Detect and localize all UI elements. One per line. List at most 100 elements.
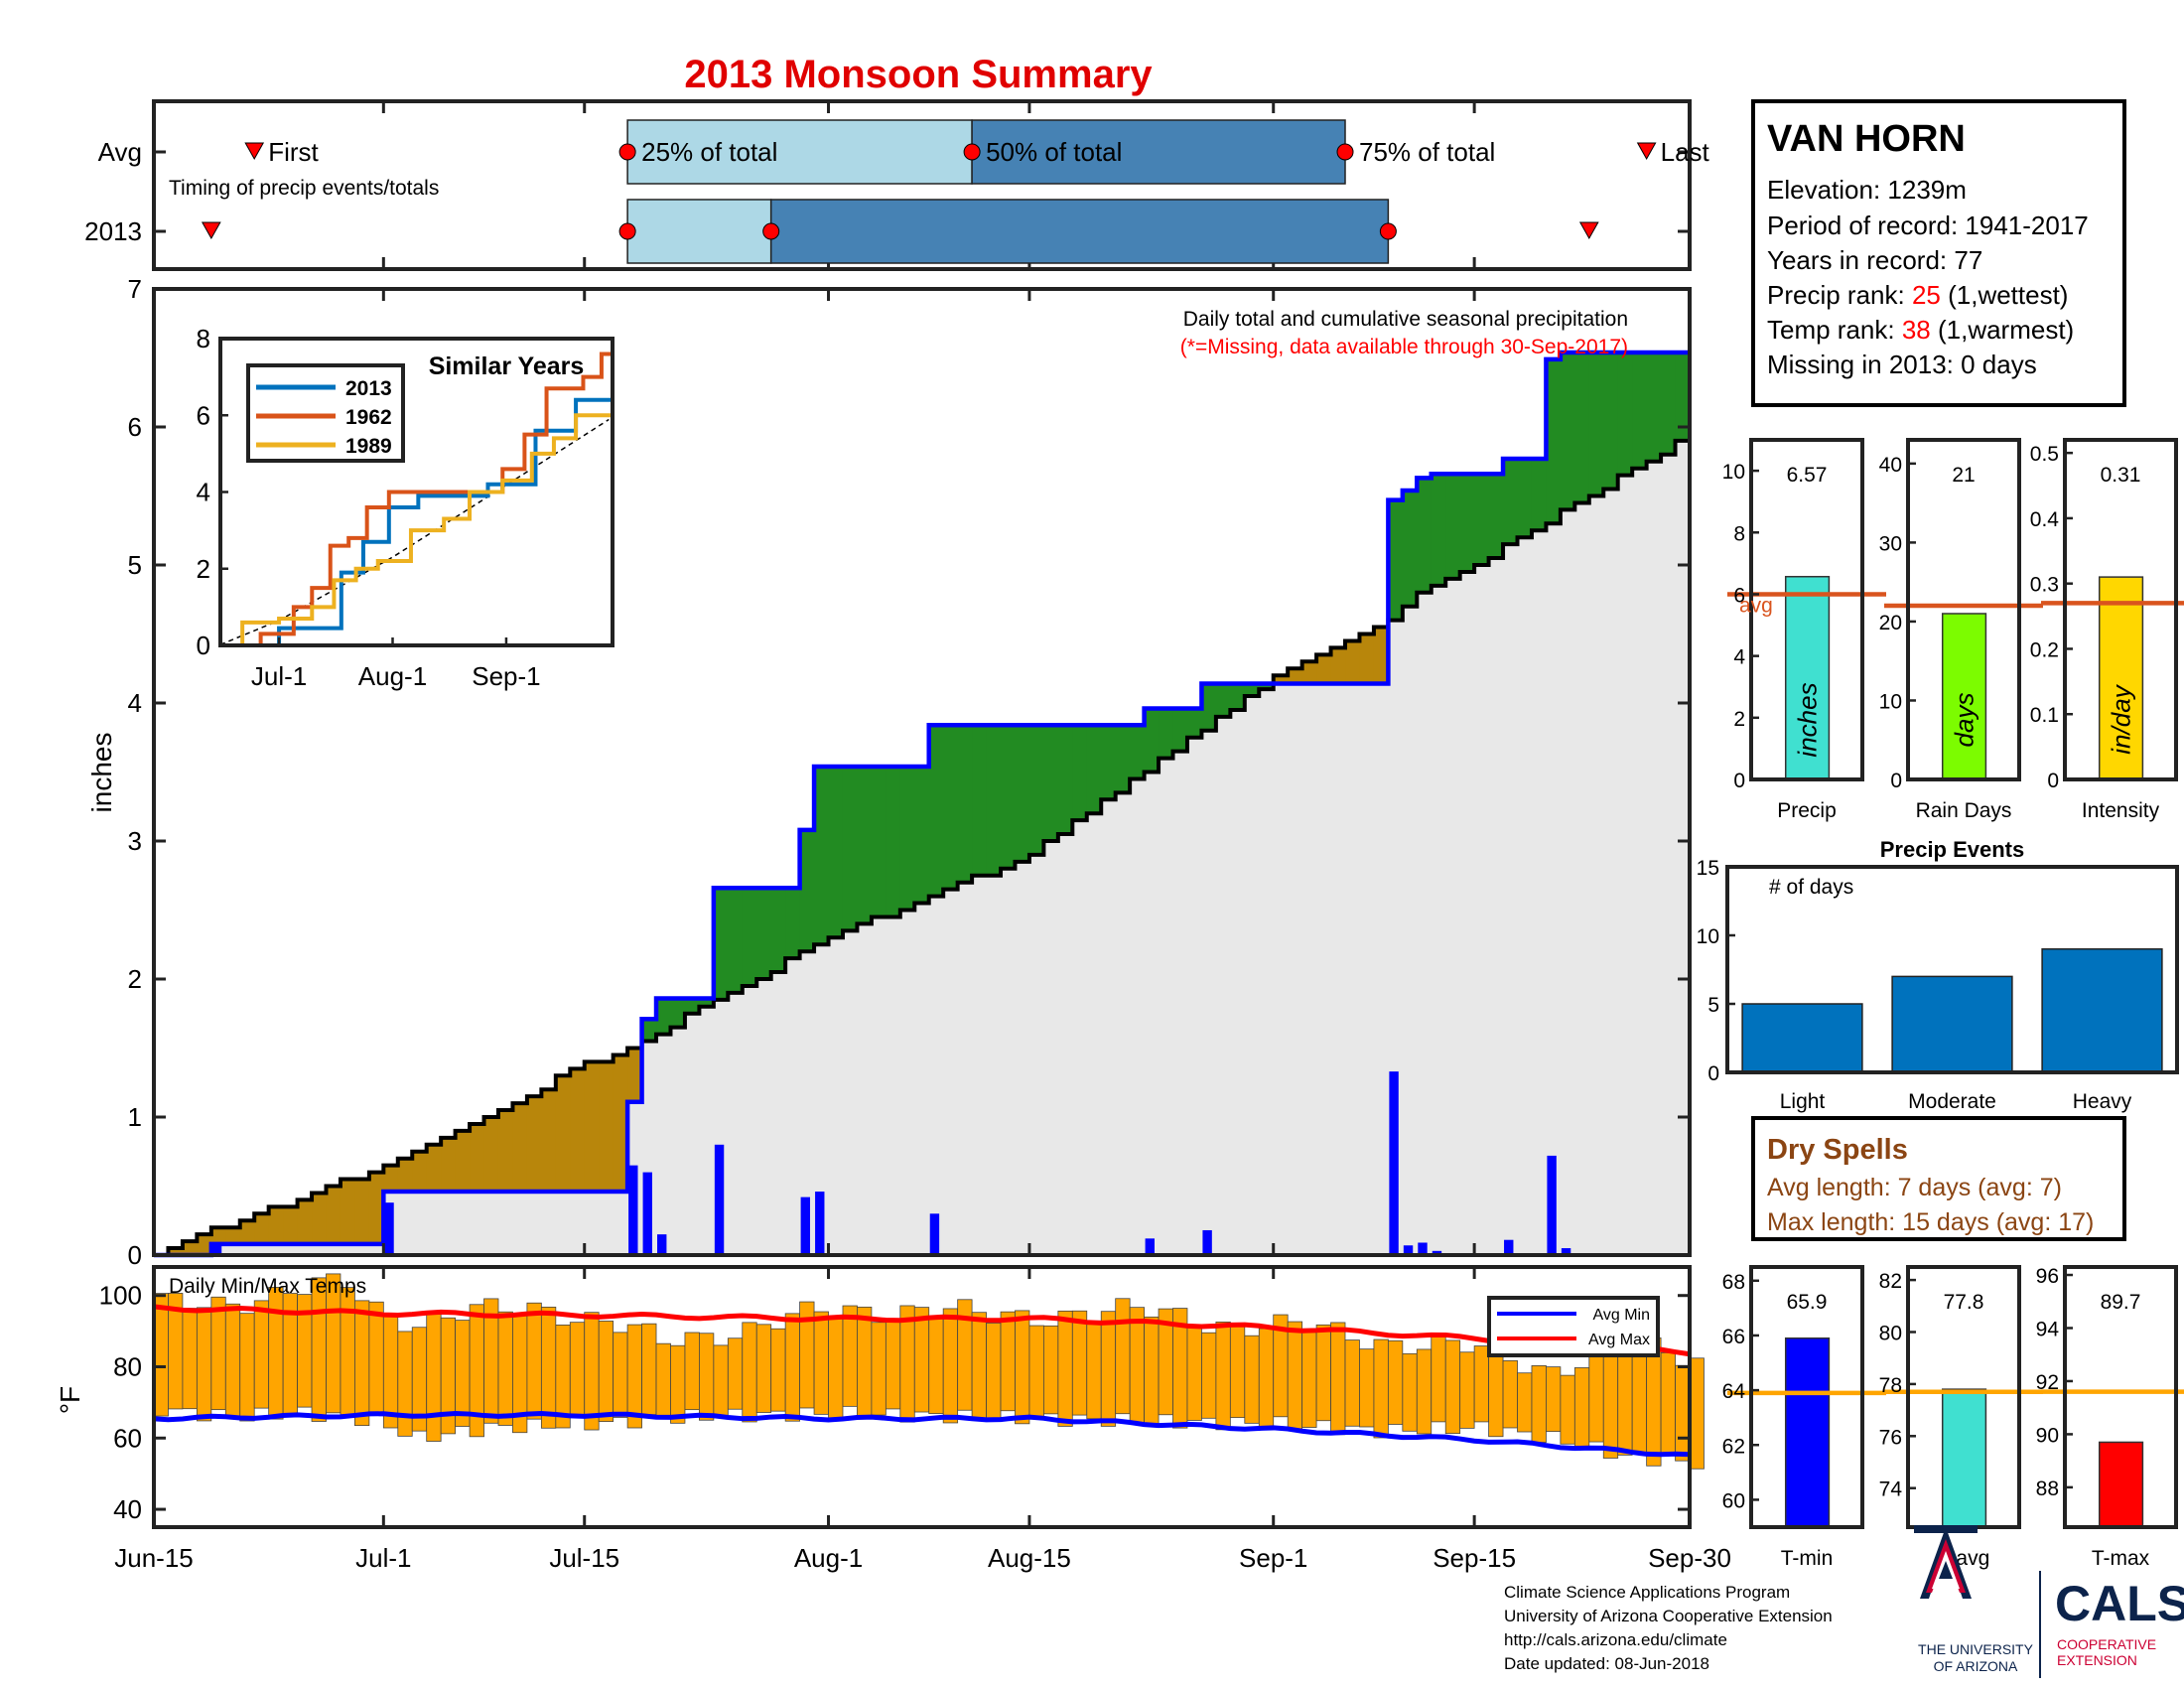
summary-bar-T-avg [1941,1388,1987,1528]
daily-temp-bar [1631,1343,1648,1454]
date-xtick-label: Sep-1 [1239,1543,1307,1573]
daily-temp-bar [727,1337,744,1410]
daily-temp-bar [1588,1346,1604,1443]
summary-unit-label: inches [1793,682,1823,757]
daily-precip-bar [628,1165,638,1255]
daily-temp-bar [1287,1321,1303,1430]
daily-temp-bar [670,1344,686,1424]
daily-temp-bar [526,1302,542,1420]
daily-temp-bar [942,1308,959,1424]
temps-legend-box [1487,1296,1660,1357]
timing-box-50-75 [971,119,1346,185]
daily-precip-bar [642,1172,652,1255]
below-average-area [340,1179,356,1244]
timing-label-25: 25% of total [641,137,777,167]
summary-ytick-label: 6 [1733,584,1745,607]
summary-ytick-label: 96 [2036,1265,2059,1288]
above-average-area [742,888,757,986]
below-average-area [1345,640,1361,684]
daily-temp-bar [770,1328,786,1412]
event-bar-Heavy [2041,948,2163,1073]
below-average-area [627,1048,643,1102]
daily-precip-bar [1202,1229,1212,1255]
event-bar-Light [1741,1003,1863,1073]
above-average-area [857,766,873,924]
daily-temp-bar [1573,1367,1590,1450]
daily-temp-bar [268,1287,284,1420]
summary-ytick-label: 64 [1722,1380,1746,1403]
daily-temp-bar [1201,1332,1217,1419]
daily-temp-bar [1100,1311,1117,1427]
above-average-area [756,888,772,979]
above-average-area [1402,490,1418,607]
below-average-area [570,1068,586,1193]
summary-ytick-label: 10 [1722,461,1745,484]
temps-ytick-label: 40 [113,1494,142,1524]
daily-temp-bar [1387,1339,1404,1425]
daily-temp-bar [871,1322,887,1416]
daily-precip-bar [211,1243,222,1255]
station-info-box: VAN HORN Elevation: 1239m Period of reco… [1751,99,2126,407]
below-average-area [1288,668,1303,684]
dry-spells-box: Dry Spells Avg length: 7 days (avg: 7) M… [1751,1116,2126,1241]
ua-logo: A THE UNIVERSITY OF ARIZONA [1914,1525,2034,1674]
above-average-area [1675,352,1691,441]
cals-logo: CALS COOPERATIVE EXTENSION [2055,1576,2184,1668]
daily-temp-bar [813,1311,829,1415]
summary-avg-text: avg [1739,594,1773,617]
summary-value-label: 0.31 [2101,464,2141,487]
summary-unit-label: days [1950,693,1979,748]
above-average-area [814,766,830,945]
timing-box-25-50 [626,119,973,185]
summary-panel-frame [1749,1265,1864,1529]
daily-temp-bar [1459,1351,1475,1429]
summary-category-label: T-min [1781,1547,1834,1570]
daily-precip-bar [815,1192,825,1255]
daily-temp-bar [1330,1322,1346,1436]
first-last-marker [1578,221,1599,240]
legend-avg-max-label: Avg Max [1588,1332,1650,1348]
daily-temp-bar [641,1323,657,1416]
daily-temp-bar [885,1320,901,1410]
station-elevation: Elevation: 1239m [1767,175,1967,205]
daily-temp-bar [1229,1324,1246,1419]
daily-temp-bar [1502,1359,1518,1429]
below-average-area [526,1096,542,1193]
daily-temp-bar [340,1287,355,1416]
daily-precip-bar [657,1234,667,1255]
below-average-area [497,1110,514,1193]
station-temp-rank: Temp rank: 38 (1,warmest) [1767,315,2074,345]
precip-ytick-label: 2 [128,964,142,994]
daily-temp-bar [1531,1365,1547,1443]
summary-panel-frame [2063,438,2178,781]
station-name: VAN HORN [1767,118,1966,160]
inset-ytick-label: 6 [197,400,210,430]
daily-temp-bar [1416,1348,1433,1435]
event-category-label: Heavy [2073,1090,2132,1113]
first-last-marker [201,221,221,240]
above-average-area [1130,725,1146,779]
summary-ytick-label: 2 [1733,708,1745,731]
summary-ytick-label: 88 [2036,1477,2059,1500]
percentile-marker [762,222,780,240]
timing-label-first: First [268,137,319,167]
daily-precip-bar [800,1196,811,1255]
below-average-area [368,1172,384,1244]
below-average-area [512,1103,528,1193]
summary-ytick-label: 68 [1722,1271,1745,1294]
daily-temp-bar [1444,1339,1461,1435]
daily-temp-bar [1244,1335,1260,1424]
timing-subtitle: Timing of precip events/totals [169,177,439,200]
summary-ytick-label: 0 [2047,770,2059,792]
summary-ytick-label: 0.1 [2030,704,2059,727]
daily-precip-bar [1418,1242,1428,1255]
daily-precip-bar [929,1213,940,1255]
summary-ytick-label: 62 [1722,1435,1745,1458]
daily-temp-bar [311,1277,327,1422]
summary-ytick-label: 0.5 [2030,443,2059,466]
inset-legend-label: 1989 [345,435,392,458]
summary-ytick-label: 40 [1879,454,1902,477]
above-average-area [1259,683,1275,690]
cals-logo-text: CALS [2055,1576,2184,1631]
footer-url[interactable]: http://cals.arizona.edu/climate [1504,1630,1727,1649]
